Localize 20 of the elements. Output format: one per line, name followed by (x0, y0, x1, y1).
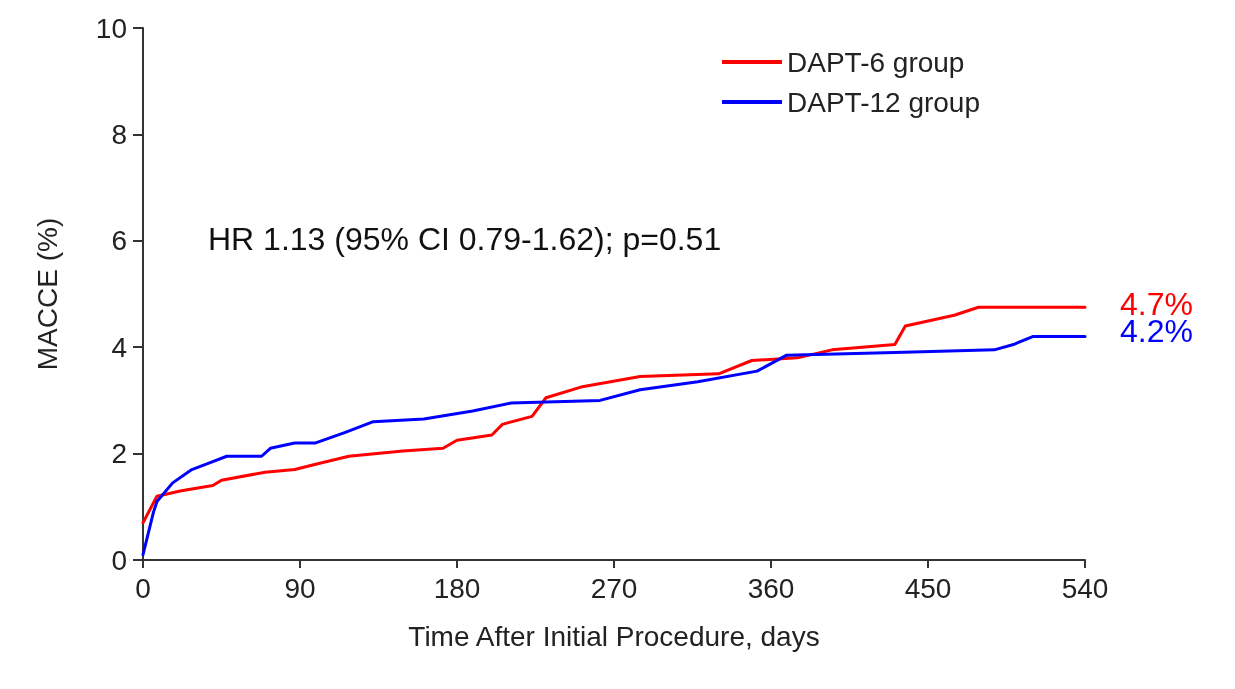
x-tick-label: 360 (747, 572, 795, 604)
x-tick-label: 540 (1061, 572, 1109, 604)
x-tick-label: 180 (433, 572, 481, 604)
x-tick-label: 450 (904, 572, 952, 604)
y-tick-label: 8 (111, 118, 127, 150)
y-tick-label: 4 (111, 331, 127, 363)
x-tick-label: 270 (590, 572, 638, 604)
y-tick-label: 6 (111, 225, 127, 257)
legend-label: DAPT-12 group (787, 86, 981, 118)
line-series (141, 335, 1087, 557)
x-tick-label: 0 (135, 572, 151, 604)
y-tick-label: 10 (95, 12, 127, 44)
y-tick-label: 2 (111, 438, 127, 470)
y-tick-label: 0 (111, 544, 127, 576)
legend-label: DAPT-6 group (787, 46, 965, 78)
line-series (141, 305, 1087, 525)
y-axis-title: MACCE (%) (31, 217, 63, 371)
x-axis-title: Time After Initial Procedure, days (408, 620, 820, 652)
annotation: HR 1.13 (95% CI 0.79-1.62); p=0.51 (208, 221, 722, 257)
x-tick-label: 90 (284, 572, 316, 604)
